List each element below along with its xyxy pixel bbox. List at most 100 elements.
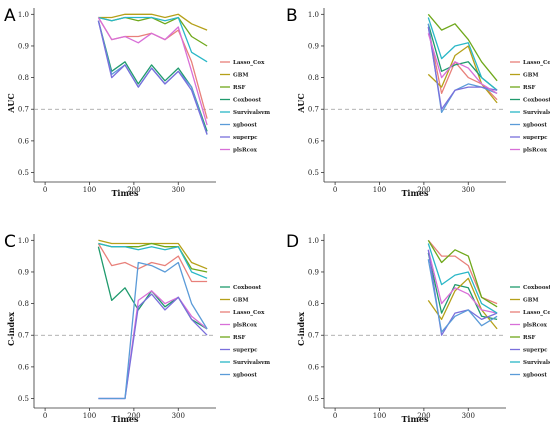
x-tick-label: 300 — [172, 186, 185, 194]
x-tick-label: 200 — [417, 412, 430, 420]
x-tick-label: 300 — [462, 186, 475, 194]
series-line-xgboost — [98, 261, 208, 400]
legend: Lasso_Cox GBM RSF Coxboost Survivalsvm xgboos… — [220, 60, 270, 154]
legend-label: Survivalsvm — [523, 360, 550, 366]
x-axis-title: Times — [401, 188, 429, 198]
y-axis-title: C-index — [296, 312, 306, 346]
legend-label: xgboost — [523, 123, 547, 129]
legend-label: GBM — [523, 298, 538, 304]
legend-label: superpc — [233, 135, 258, 141]
legend-label: Lasso_Cox — [233, 310, 265, 316]
y-tick-label: 0.8 — [18, 74, 29, 82]
series-line-survivalsvm — [98, 242, 208, 279]
y-tick-label: 0.9 — [18, 42, 29, 50]
legend-label: plsRcox — [523, 323, 548, 329]
x-tick-label: 0 — [43, 412, 47, 420]
legend-label: Coxboost — [523, 98, 550, 104]
x-tick-label: 200 — [127, 186, 140, 194]
series-line-lasso-cox — [97, 243, 208, 283]
panel-letter: B — [286, 6, 298, 26]
legend-label: Coxboost — [233, 98, 262, 104]
y-tick-label: 0.5 — [18, 395, 29, 403]
x-axis-title: Times — [111, 188, 139, 198]
legend-label: plsRcox — [233, 323, 258, 329]
series-line-gbm — [98, 13, 208, 31]
x-tick-label: 300 — [172, 412, 185, 420]
panel-c: C 0.5 0.6 0.7 0.8 0.9 1.0 0 100 200 300 Times C-i… — [4, 232, 270, 424]
panel-letter: C — [4, 232, 16, 252]
y-tick-label: 0.9 — [18, 268, 29, 276]
panel-d: D 0.5 0.6 0.7 0.8 0.9 1.0 0 100 200 300 Times C-i… — [286, 232, 550, 424]
y-axis-title: AUC — [296, 93, 306, 114]
legend-label: xgboost — [523, 373, 547, 379]
x-tick-label: 0 — [333, 186, 337, 194]
legend-label: Survivalsvm — [233, 360, 270, 366]
legend-label: RSF — [233, 335, 246, 341]
legend-label: superpc — [233, 348, 258, 354]
legend-label: Lasso_Cox — [523, 310, 550, 316]
series-line-coxboost — [97, 20, 208, 132]
y-tick-label: 0.7 — [18, 332, 29, 340]
legend-label: Lasso_Cox — [233, 60, 265, 66]
series-line-superpc — [427, 26, 498, 110]
x-tick-label: 200 — [127, 412, 140, 420]
legend: Coxboost GBM Lasso_Cox plsRcox RSF superpc Sur… — [510, 285, 550, 379]
panel-letter: D — [286, 232, 299, 252]
series-line-superpc — [97, 20, 208, 135]
plot-area: 0.5 0.6 0.7 0.8 0.9 1.0 0 100 200 300 — [308, 234, 506, 420]
y-tick-label: 0.6 — [18, 137, 30, 145]
y-tick-label: 1.0 — [18, 11, 29, 19]
legend-label: Survivalsvm — [233, 110, 270, 116]
legend-label: RSF — [233, 85, 246, 91]
plot-area: 0.5 0.6 0.7 0.8 0.9 1.0 0 100 200 300 — [308, 8, 506, 194]
legend-label: Survivalsvm — [523, 110, 550, 116]
legend: Lasso_Cox GBM RSF Coxboost Survivalsvm xgboos… — [510, 60, 550, 154]
x-tick-label: 0 — [333, 412, 337, 420]
series-line-coxboost — [427, 252, 498, 321]
y-tick-label: 0.5 — [18, 169, 29, 177]
y-axis-title: AUC — [6, 93, 16, 114]
plot-area: 0.5 0.6 0.7 0.8 0.9 1.0 0 100 200 300 — [18, 8, 216, 194]
y-tick-label: 0.9 — [308, 42, 319, 50]
panel-a: A 0.5 0.6 0.7 0.8 0.9 1.0 0 100 200 300 Times AUC… — [4, 6, 270, 198]
x-tick-label: 100 — [83, 412, 96, 420]
x-tick-label: 100 — [373, 412, 386, 420]
x-tick-label: 200 — [417, 186, 430, 194]
legend-label: Coxboost — [523, 285, 550, 291]
legend-label: plsRcox — [233, 148, 258, 154]
y-tick-label: 0.7 — [308, 332, 319, 340]
legend-label: GBM — [523, 73, 538, 79]
legend-label: plsRcox — [523, 148, 548, 154]
y-tick-label: 1.0 — [308, 11, 319, 19]
x-tick-label: 0 — [43, 186, 47, 194]
series-line-xgboost — [427, 259, 498, 333]
x-tick-label: 100 — [373, 186, 386, 194]
y-tick-label: 0.8 — [18, 300, 29, 308]
legend-label: superpc — [523, 348, 548, 354]
legend-label: Coxboost — [233, 285, 262, 291]
x-tick-label: 100 — [83, 186, 96, 194]
series-line-rsf — [427, 239, 498, 308]
y-tick-label: 1.0 — [18, 237, 29, 245]
y-tick-label: 0.7 — [308, 106, 319, 114]
y-axis-title: C-index — [6, 312, 16, 346]
y-tick-label: 0.9 — [308, 268, 319, 276]
series-line-survivalsvm — [427, 17, 498, 91]
legend-label: RSF — [523, 85, 536, 91]
panel-b: B 0.5 0.6 0.7 0.8 0.9 1.0 0 100 200 300 Times AUC… — [286, 6, 550, 198]
y-tick-label: 0.6 — [308, 363, 320, 371]
y-tick-label: 0.8 — [308, 74, 319, 82]
series-line-plsrcox — [427, 249, 498, 314]
legend-label: xgboost — [233, 373, 257, 379]
y-tick-label: 0.5 — [308, 169, 319, 177]
legend-label: Lasso_Cox — [523, 60, 550, 66]
series-line-plsrcox — [97, 17, 208, 126]
panel-letter: A — [4, 6, 16, 26]
series-line-survivalsvm — [98, 16, 208, 63]
y-tick-label: 1.0 — [308, 237, 319, 245]
y-tick-label: 0.6 — [308, 137, 320, 145]
series-line-rsf — [427, 13, 498, 82]
y-tick-label: 0.7 — [18, 106, 29, 114]
